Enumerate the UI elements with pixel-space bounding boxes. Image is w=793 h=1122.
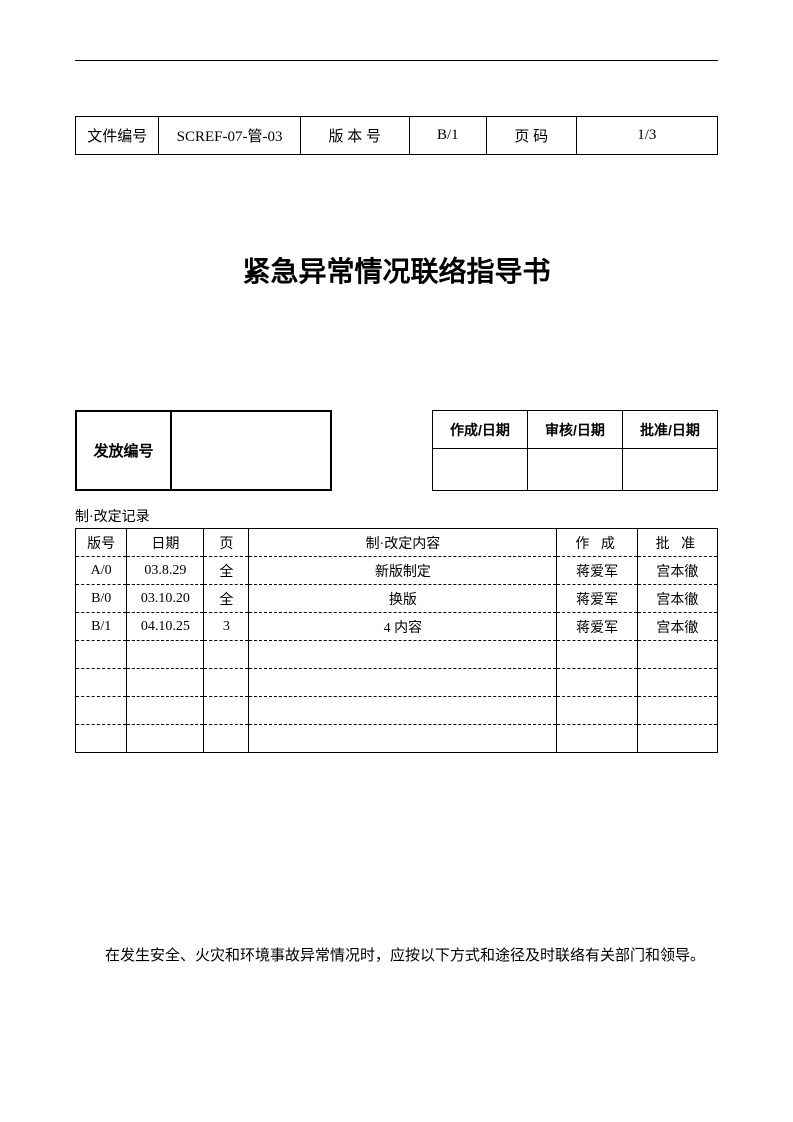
cell-date (127, 669, 204, 697)
cell-date (127, 641, 204, 669)
cell-ver: B/1 (76, 613, 127, 641)
cell-approver (637, 725, 717, 753)
sig-review-label: 审核/日期 (528, 411, 623, 449)
table-row: A/0 03.8.29 全 新版制定 蒋爱军 宫本徹 (76, 557, 718, 585)
signature-table: 作成/日期 审核/日期 批准/日期 (432, 410, 718, 491)
cell-ver: A/0 (76, 557, 127, 585)
cell-date: 03.10.20 (127, 585, 204, 613)
version-label: 版 本 号 (300, 117, 409, 155)
rec-h-date: 日期 (127, 529, 204, 557)
document-title: 紧急异常情况联络指导书 (75, 250, 718, 290)
sig-approve-label: 批准/日期 (623, 411, 718, 449)
revision-record-table: 版号 日期 页 制·改定内容 作 成 批 准 A/0 03.8.29 全 新版制… (75, 528, 718, 753)
cell-approver: 宫本徹 (637, 613, 717, 641)
rec-h-author: 作 成 (557, 529, 637, 557)
cell-date (127, 697, 204, 725)
cell-author (557, 697, 637, 725)
cell-ver: B/0 (76, 585, 127, 613)
cell-author (557, 725, 637, 753)
table-row (76, 697, 718, 725)
mid-row: 发放编号 作成/日期 审核/日期 批准/日期 (75, 410, 718, 491)
version-value: B/1 (409, 117, 486, 155)
cell-page (204, 697, 249, 725)
cell-page (204, 669, 249, 697)
page-label: 页 码 (486, 117, 576, 155)
rec-h-approver: 批 准 (637, 529, 717, 557)
cell-content (249, 669, 557, 697)
sig-review-value (528, 449, 623, 491)
cell-approver (637, 697, 717, 725)
cell-approver: 宫本徹 (637, 557, 717, 585)
cell-approver (637, 641, 717, 669)
spacer (332, 410, 432, 491)
cell-date: 04.10.25 (127, 613, 204, 641)
cell-content (249, 725, 557, 753)
header-table: 文件编号 SCREF-07-管-03 版 本 号 B/1 页 码 1/3 (75, 116, 718, 155)
cell-content (249, 641, 557, 669)
rec-h-content: 制·改定内容 (249, 529, 557, 557)
table-row: B/1 04.10.25 3 4 内容 蒋爱军 宫本徹 (76, 613, 718, 641)
sig-author-label: 作成/日期 (433, 411, 528, 449)
doc-no-label: 文件编号 (76, 117, 159, 155)
cell-approver: 宫本徹 (637, 585, 717, 613)
issue-number-table: 发放编号 (75, 410, 332, 491)
issue-label: 发放编号 (76, 411, 171, 490)
cell-author: 蒋爱军 (557, 613, 637, 641)
cell-content: 换版 (249, 585, 557, 613)
cell-page (204, 725, 249, 753)
cell-content (249, 697, 557, 725)
sig-approve-value (623, 449, 718, 491)
cell-author (557, 641, 637, 669)
cell-page (204, 641, 249, 669)
cell-ver (76, 697, 127, 725)
rec-h-page: 页 (204, 529, 249, 557)
cell-author (557, 669, 637, 697)
top-rule (75, 60, 718, 61)
cell-ver (76, 669, 127, 697)
cell-author: 蒋爱军 (557, 585, 637, 613)
cell-page: 全 (204, 557, 249, 585)
table-row (76, 641, 718, 669)
table-row (76, 669, 718, 697)
table-row: B/0 03.10.20 全 换版 蒋爱军 宫本徹 (76, 585, 718, 613)
issue-value (171, 411, 331, 490)
cell-page: 全 (204, 585, 249, 613)
sig-author-value (433, 449, 528, 491)
rec-h-version: 版号 (76, 529, 127, 557)
cell-page: 3 (204, 613, 249, 641)
cell-ver (76, 641, 127, 669)
cell-date (127, 725, 204, 753)
cell-approver (637, 669, 717, 697)
body-paragraph: 在发生安全、火灾和环境事故异常情况时，应按以下方式和途径及时联络有关部门和领导。 (75, 943, 718, 970)
table-row (76, 725, 718, 753)
page-value: 1/3 (576, 117, 717, 155)
cell-date: 03.8.29 (127, 557, 204, 585)
cell-content: 新版制定 (249, 557, 557, 585)
cell-ver (76, 725, 127, 753)
doc-no-value: SCREF-07-管-03 (159, 117, 300, 155)
cell-content: 4 内容 (249, 613, 557, 641)
cell-author: 蒋爱军 (557, 557, 637, 585)
record-caption: 制·改定记录 (75, 506, 718, 526)
